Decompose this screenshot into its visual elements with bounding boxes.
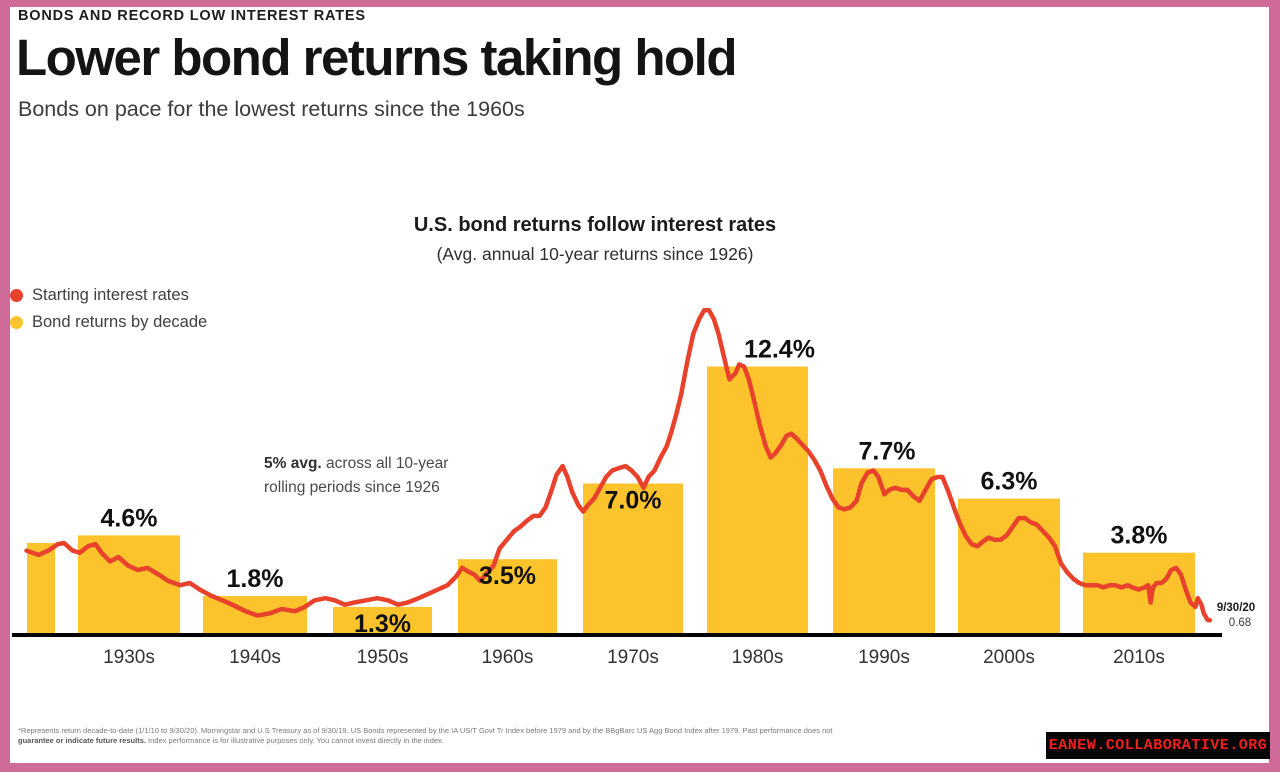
- frame-border-top: [0, 0, 1280, 7]
- bar-1970s: [583, 483, 683, 635]
- page-title: Lower bond returns taking hold: [16, 29, 738, 86]
- bar-2010s: [1083, 552, 1195, 635]
- frame-border-bottom: [0, 763, 1280, 772]
- bar-label-1950s: 1.3%: [354, 610, 411, 638]
- page-subtitle: Bonds on pace for the lowest returns sin…: [18, 97, 525, 121]
- axis-label-1950s: 1950s: [357, 647, 409, 668]
- bar-label-1990s: 7.7%: [859, 437, 916, 465]
- footnote: *Represents return decade-to-date (1/1/1…: [18, 726, 1258, 746]
- axis-label-1960s: 1960s: [482, 647, 534, 668]
- bar-label-1940s: 1.8%: [227, 565, 284, 593]
- bar-label-2010s: 3.8%: [1111, 522, 1168, 550]
- bar-label-1960s: 3.5%: [479, 562, 536, 590]
- bar-partial-1920s: [27, 543, 55, 635]
- axis-label-1980s: 1980s: [732, 647, 784, 668]
- bar-2000s: [958, 498, 1060, 635]
- avg-annotation-bold: 5% avg.: [264, 455, 322, 472]
- avg-annotation: 5% avg. across all 10-year rolling period…: [264, 455, 449, 496]
- watermark-box: EANEW.COLLABORATIVE.ORG: [1046, 732, 1270, 759]
- axis-label-2010s: 2010s: [1113, 647, 1165, 668]
- bar-label-1930s: 4.6%: [101, 504, 158, 532]
- line-end-date: 9/30/20: [1217, 602, 1255, 614]
- bar-1950s: [333, 606, 432, 635]
- kicker-text: BONDS AND RECORD LOW INTEREST RATES: [18, 8, 366, 24]
- legend-row-interest-rates: Starting interest rates: [10, 282, 207, 309]
- axis-label-2000s: 2000s: [983, 647, 1035, 668]
- legend-label: Bond returns by decade: [32, 313, 208, 331]
- line-end-value: 0.68: [1229, 617, 1251, 629]
- frame-border-right: [1269, 0, 1280, 772]
- labels-group: 4.6% 1930s 1.8% 1940s 1.3% 1950s 3.5% 1960s 7.0%…: [101, 336, 1168, 669]
- axis-label-1940s: 1940s: [229, 647, 281, 668]
- bar-label-1980s: 12.4%: [744, 336, 815, 364]
- legend-row-bond-returns: Bond returns by decade: [10, 309, 207, 336]
- chart-title: U.S. bond returns follow interest rates: [413, 214, 777, 236]
- footnote-line2: guarantee or indicate future results. In…: [18, 736, 444, 745]
- bar-label-2000s: 6.3%: [981, 468, 1038, 496]
- x-axis-line: [12, 633, 1222, 637]
- axis-label-1930s: 1930s: [103, 647, 155, 668]
- chart-heading: U.S. bond returns follow interest rates …: [295, 214, 895, 265]
- chart-legend: Starting interest rates Bond returns by …: [10, 282, 207, 336]
- bar-label-1970s: 7.0%: [605, 487, 662, 515]
- footnote-line1: *Represents return decade-to-date (1/1/1…: [18, 726, 833, 735]
- bar-1930s: [78, 535, 180, 635]
- axis-label-1970s: 1970s: [607, 647, 659, 668]
- watermark-text: EANEW.COLLABORATIVE.ORG: [1048, 737, 1268, 754]
- frame-border-left: [0, 0, 10, 772]
- yellow-dot-icon: [10, 316, 23, 329]
- interest-rate-line: [24, 308, 1213, 623]
- legend-label: Starting interest rates: [32, 286, 189, 304]
- axis-label-1990s: 1990s: [858, 647, 910, 668]
- red-dot-icon: [10, 289, 23, 302]
- bar-1960s: [458, 559, 557, 635]
- chart-subtitle: (Avg. annual 10-year returns since 1926): [436, 244, 754, 264]
